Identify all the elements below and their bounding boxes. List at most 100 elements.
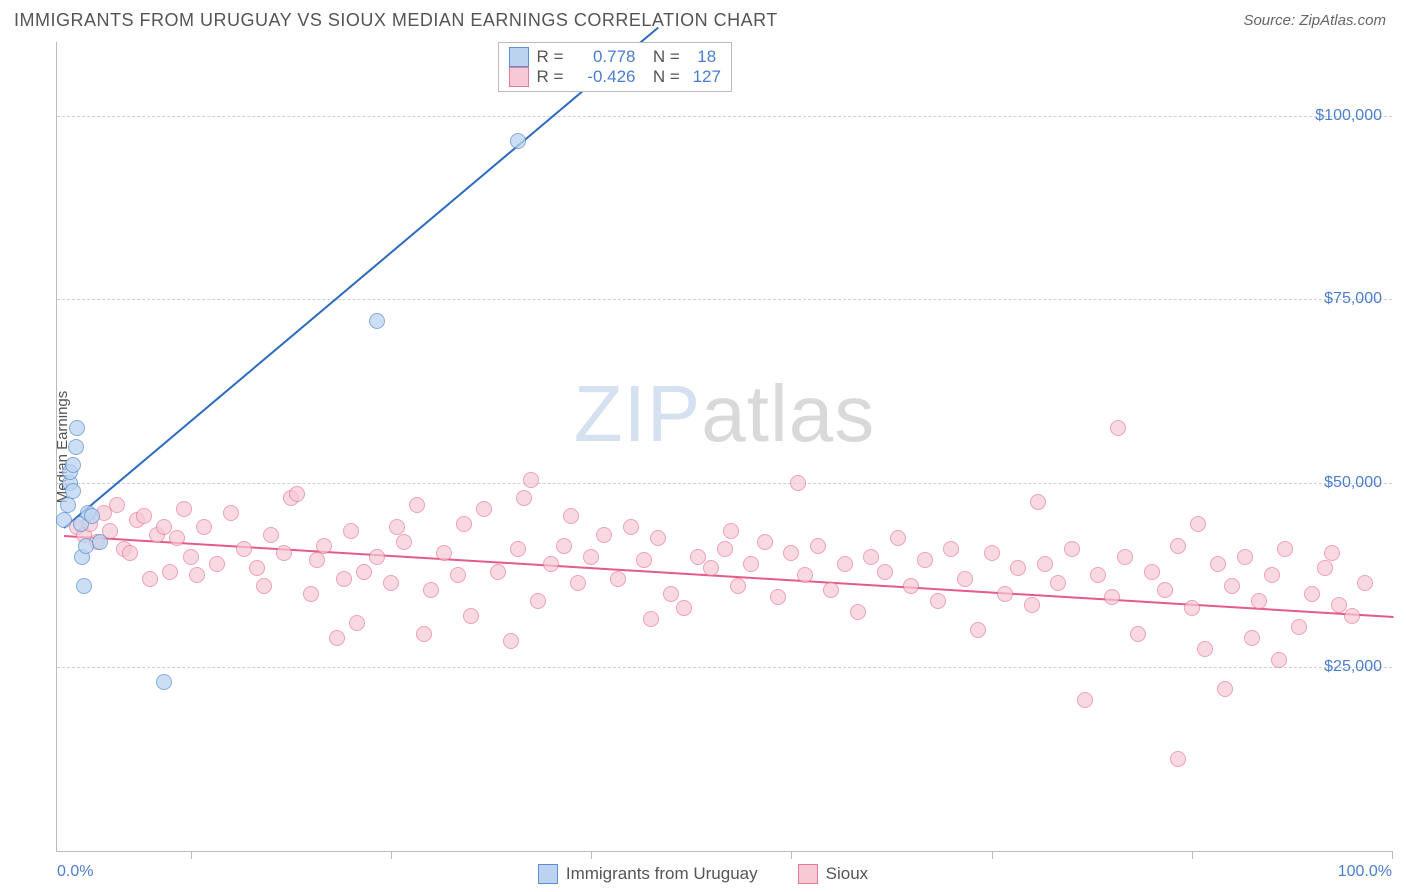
data-point <box>1237 549 1253 565</box>
data-point <box>997 586 1013 602</box>
data-point <box>183 549 199 565</box>
data-point <box>1304 586 1320 602</box>
legend-row: R = 0.778 N = 18 <box>509 47 721 67</box>
data-point <box>1090 567 1106 583</box>
data-point <box>69 420 85 436</box>
correlation-legend: R = 0.778 N = 18R =-0.426 N = 127 <box>498 42 732 92</box>
legend-r-value: 0.778 <box>571 47 635 67</box>
data-point <box>1144 564 1160 580</box>
data-point <box>643 611 659 627</box>
watermark-atlas: atlas <box>701 369 875 458</box>
legend-r-label: R = <box>537 67 564 87</box>
data-point <box>329 630 345 646</box>
x-tick <box>1392 851 1393 859</box>
data-point <box>189 567 205 583</box>
data-point <box>1050 575 1066 591</box>
data-point <box>1224 578 1240 594</box>
gridline <box>57 483 1392 484</box>
data-point <box>65 483 81 499</box>
data-point <box>423 582 439 598</box>
data-point <box>596 527 612 543</box>
data-point <box>583 549 599 565</box>
data-point <box>209 556 225 572</box>
data-point <box>984 545 1000 561</box>
data-point <box>1037 556 1053 572</box>
data-point <box>663 586 679 602</box>
data-point <box>389 519 405 535</box>
data-point <box>1197 641 1213 657</box>
data-point <box>563 508 579 524</box>
data-point <box>903 578 919 594</box>
data-point <box>623 519 639 535</box>
chart-title: IMMIGRANTS FROM URUGUAY VS SIOUX MEDIAN … <box>14 10 778 31</box>
data-point <box>316 538 332 554</box>
data-point <box>1024 597 1040 613</box>
data-point <box>396 534 412 550</box>
data-point <box>256 578 272 594</box>
data-point <box>369 313 385 329</box>
legend-swatch <box>509 47 529 67</box>
data-point <box>823 582 839 598</box>
data-point <box>917 552 933 568</box>
data-point <box>503 633 519 649</box>
x-tick <box>992 851 993 859</box>
data-point <box>730 578 746 594</box>
data-point <box>530 593 546 609</box>
data-point <box>436 545 452 561</box>
data-point <box>543 556 559 572</box>
bottom-legend: Immigrants from UruguaySioux <box>0 864 1406 884</box>
data-point <box>1210 556 1226 572</box>
x-tick <box>391 851 392 859</box>
data-point <box>610 571 626 587</box>
y-tick-label: $25,000 <box>1324 658 1382 676</box>
data-point <box>703 560 719 576</box>
data-point <box>770 589 786 605</box>
data-point <box>1170 751 1186 767</box>
data-point <box>510 133 526 149</box>
data-point <box>1324 545 1340 561</box>
data-point <box>249 560 265 576</box>
x-tick <box>1192 851 1193 859</box>
data-point <box>850 604 866 620</box>
data-point <box>416 626 432 642</box>
legend-row: R =-0.426 N = 127 <box>509 67 721 87</box>
data-point <box>970 622 986 638</box>
data-point <box>450 567 466 583</box>
watermark: ZIPatlas <box>574 368 875 460</box>
legend-swatch <box>538 864 558 884</box>
data-point <box>1117 549 1133 565</box>
bottom-legend-item: Immigrants from Uruguay <box>538 864 758 884</box>
data-point <box>1244 630 1260 646</box>
data-point <box>1317 560 1333 576</box>
data-point <box>1264 567 1280 583</box>
data-point <box>570 575 586 591</box>
data-point <box>877 564 893 580</box>
data-point <box>169 530 185 546</box>
data-point <box>65 457 81 473</box>
data-point <box>810 538 826 554</box>
trendline <box>63 27 659 529</box>
data-point <box>1157 582 1173 598</box>
data-point <box>1357 575 1373 591</box>
data-point <box>516 490 532 506</box>
data-point <box>383 575 399 591</box>
data-point <box>690 549 706 565</box>
x-tick <box>191 851 192 859</box>
data-point <box>723 523 739 539</box>
legend-label: Immigrants from Uruguay <box>566 864 758 884</box>
data-point <box>76 578 92 594</box>
y-tick-label: $100,000 <box>1315 107 1382 125</box>
legend-r-label: R = <box>537 47 564 67</box>
data-point <box>196 519 212 535</box>
data-point <box>92 534 108 550</box>
data-point <box>343 523 359 539</box>
data-point <box>636 552 652 568</box>
data-point <box>1170 538 1186 554</box>
x-tick <box>591 851 592 859</box>
data-point <box>476 501 492 517</box>
data-point <box>1104 589 1120 605</box>
data-point <box>263 527 279 543</box>
data-point <box>309 552 325 568</box>
data-point <box>109 497 125 513</box>
x-tick <box>791 851 792 859</box>
